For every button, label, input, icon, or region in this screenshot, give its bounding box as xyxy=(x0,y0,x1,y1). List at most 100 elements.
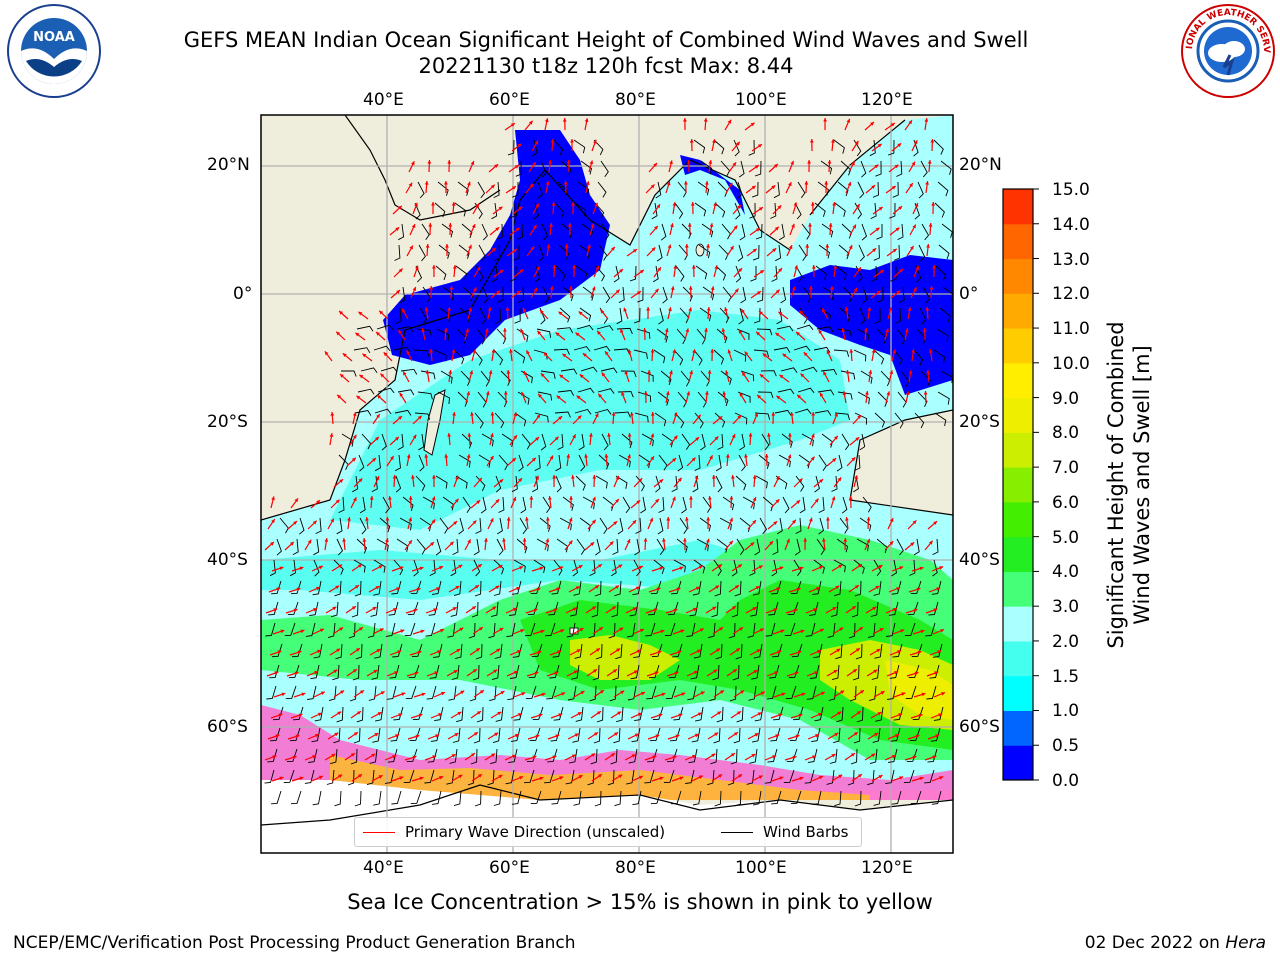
wave-arrow-head xyxy=(729,517,733,522)
wind-barb xyxy=(657,391,669,406)
map-subtitle: 20221130 t18z 120h fcst Max: 8.44 xyxy=(418,54,794,78)
wave-arrow-head xyxy=(775,289,780,294)
wave-arrow-head xyxy=(569,496,573,500)
wind-barb xyxy=(873,244,880,261)
wind-barb xyxy=(269,664,280,679)
wave-arrow-head xyxy=(585,181,590,186)
wind-barb xyxy=(574,408,592,415)
wind-barb xyxy=(875,160,882,177)
wave-arrow-head xyxy=(669,370,673,375)
wave-arrow-head xyxy=(397,205,402,210)
wave-arrow-head xyxy=(885,328,890,333)
wave-arrow-head xyxy=(857,774,862,778)
wind-barb xyxy=(449,748,458,764)
wave-arrow-head xyxy=(732,669,737,673)
wave-arrow-head xyxy=(875,227,880,232)
wind-barb xyxy=(837,391,853,400)
wave-arrow-head xyxy=(491,247,496,252)
wave-arrow-head xyxy=(732,162,737,167)
wind-barb xyxy=(553,559,563,576)
wave-arrow-head xyxy=(778,311,783,316)
wind-barb xyxy=(457,181,469,196)
wave-arrow-head xyxy=(541,692,546,697)
wave-arrow-head xyxy=(277,650,282,655)
wind-barb xyxy=(772,643,783,658)
wave-arrow-head xyxy=(579,374,584,379)
wave-arrow-head xyxy=(695,437,700,441)
wind-barb xyxy=(736,706,744,723)
wave-arrow-head xyxy=(430,542,434,546)
wind-barb xyxy=(542,496,551,514)
wave-arrow-head xyxy=(750,542,755,546)
wave-arrow-head xyxy=(706,244,710,248)
wind-barb xyxy=(834,790,842,807)
wave-arrow-head xyxy=(281,692,286,697)
wave-arrow-head xyxy=(623,307,627,312)
wind-barb xyxy=(774,409,792,416)
wind-barb xyxy=(760,370,777,377)
wave-arrow-head xyxy=(537,650,542,655)
wind-barb xyxy=(468,622,476,639)
wave-arrow-head xyxy=(491,753,496,758)
wave-arrow-head xyxy=(358,478,363,483)
wind-barb xyxy=(932,538,939,556)
wave-arrow-head xyxy=(487,307,492,311)
wind-barb xyxy=(695,265,708,280)
wind-barb xyxy=(394,454,401,472)
wind-barb xyxy=(873,790,882,806)
wind-barb xyxy=(810,664,820,679)
wave-arrow-head xyxy=(815,734,820,738)
wave-arrow-head xyxy=(533,608,538,613)
wave-arrow-head xyxy=(669,160,673,165)
wave-arrow-head xyxy=(278,713,283,718)
wind-barb xyxy=(855,265,863,283)
wave-arrow-head xyxy=(727,349,732,354)
wind-barb xyxy=(580,160,593,175)
wind-barb xyxy=(840,370,856,380)
wind-barb xyxy=(749,559,756,576)
wind-barb xyxy=(913,349,924,366)
wind-barb xyxy=(422,496,435,510)
wave-arrow-head xyxy=(511,186,516,190)
wave-arrow-head xyxy=(500,691,505,695)
wave-arrow-head xyxy=(803,352,808,357)
wind-barb xyxy=(738,307,744,325)
wind-barb xyxy=(693,349,703,366)
wind-barb xyxy=(493,559,505,575)
wind-barb xyxy=(630,664,640,680)
wave-arrow-head xyxy=(856,204,860,208)
wind-barb xyxy=(570,601,579,617)
wave-arrow-head xyxy=(452,607,457,611)
wind-barb xyxy=(673,706,684,721)
wave-arrow-head xyxy=(511,754,516,759)
wave-arrow-head xyxy=(526,350,530,355)
wave-arrow-head xyxy=(630,412,634,416)
wave-arrow-head xyxy=(712,606,717,611)
wind-barb xyxy=(579,307,592,322)
wave-arrow-head xyxy=(615,289,620,294)
wave-arrow-head xyxy=(930,139,935,143)
wave-arrow-head xyxy=(829,286,834,290)
wind-barb xyxy=(873,580,882,596)
wave-arrow-head xyxy=(460,690,465,695)
colorbar-tick-label: 9.0 xyxy=(1052,389,1080,409)
wind-barb xyxy=(348,622,356,639)
wind-barb xyxy=(613,265,620,283)
wind-barb xyxy=(534,454,541,472)
wind-barb xyxy=(836,454,843,472)
wind-barb xyxy=(834,580,842,597)
wave-arrow-head xyxy=(754,733,759,737)
wave-arrow-head xyxy=(458,564,463,569)
wind-barb xyxy=(469,685,477,702)
wave-arrow-head xyxy=(657,267,661,272)
wave-arrow-head xyxy=(756,331,761,336)
wave-arrow-head xyxy=(867,307,872,311)
wind-barb xyxy=(497,391,508,408)
wave-arrow-head xyxy=(470,161,475,165)
wind-barb xyxy=(875,706,884,722)
wind-barb xyxy=(932,559,938,577)
wind-barb xyxy=(637,286,644,303)
wave-arrow-head xyxy=(571,202,575,206)
wave-arrow-head xyxy=(632,520,637,525)
wave-arrow-head xyxy=(451,754,456,758)
